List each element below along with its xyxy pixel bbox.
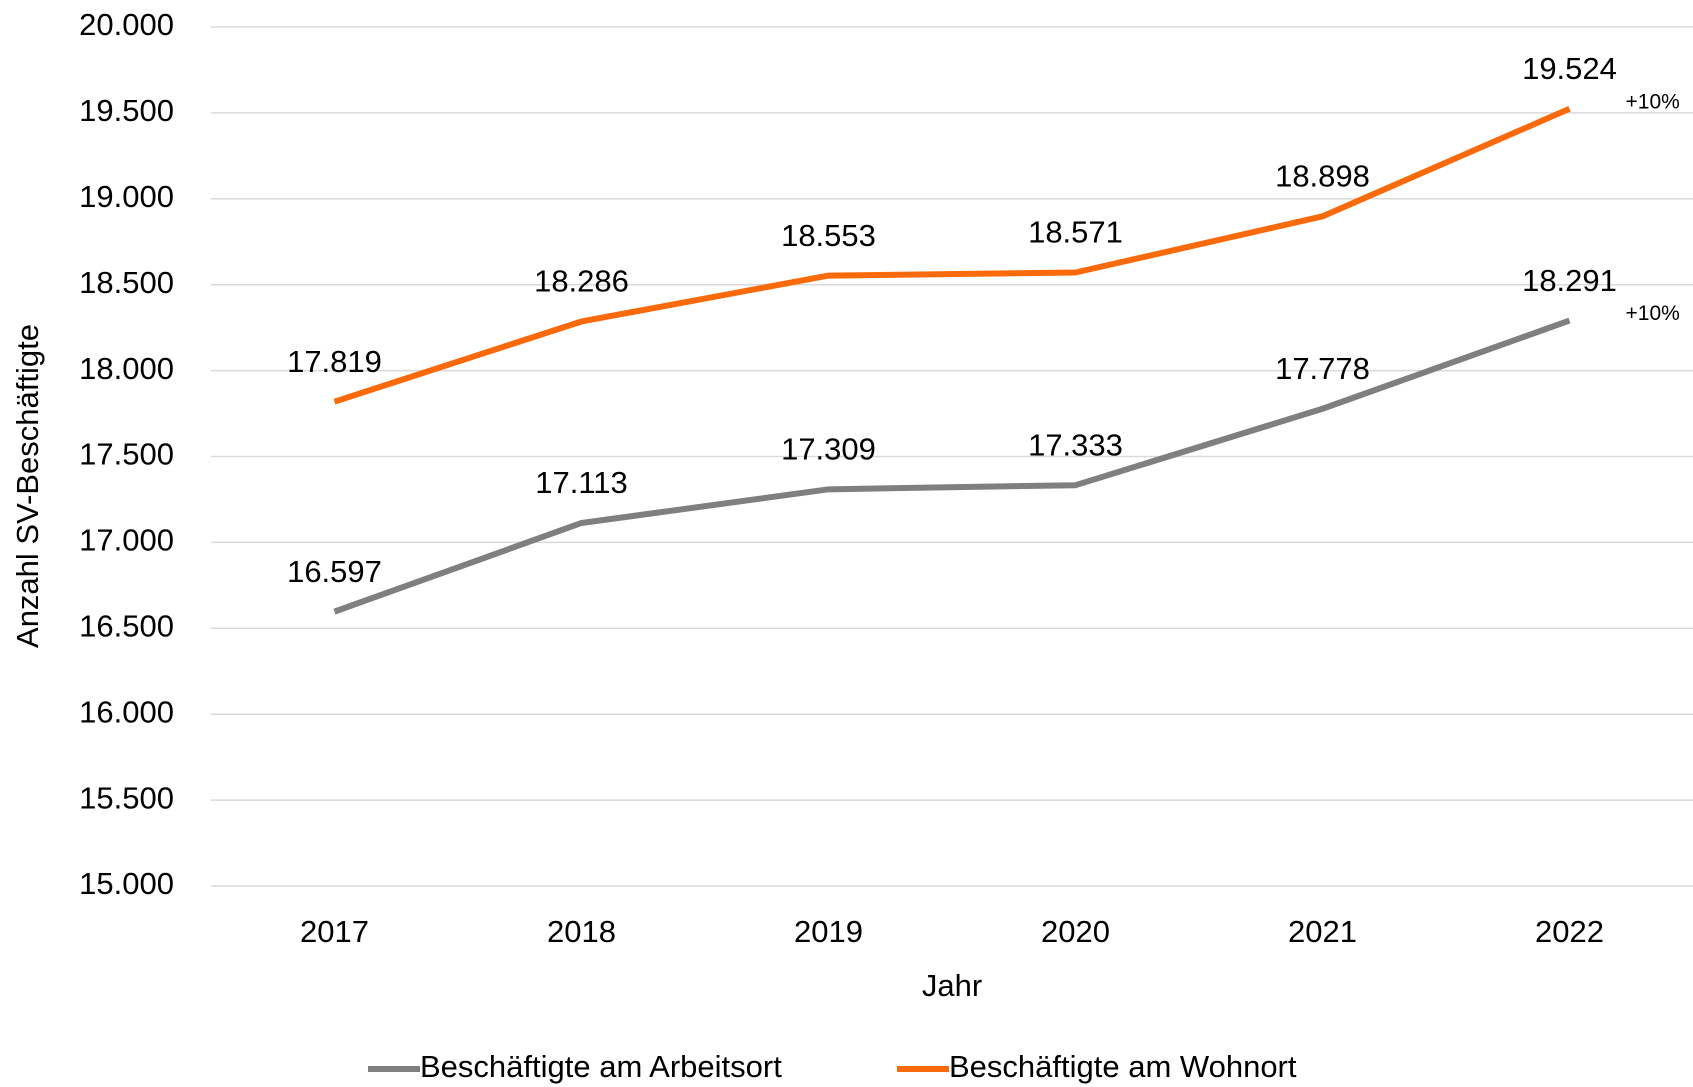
x-tick-label: 2020 (1041, 914, 1110, 949)
y-tick-label: 19.500 (79, 93, 174, 128)
data-label: 18.571 (1028, 215, 1123, 250)
y-tick-label: 18.000 (79, 351, 174, 386)
data-label: 17.819 (287, 344, 382, 379)
change-label: +10% (1626, 302, 1680, 325)
legend-label: Beschäftigte am Wohnort (949, 1049, 1297, 1084)
x-tick-label: 2021 (1288, 914, 1357, 949)
x-tick-label: 2022 (1535, 914, 1604, 949)
x-tick-label: 2018 (547, 914, 616, 949)
change-label: +10% (1626, 90, 1680, 113)
x-tick-label: 2019 (794, 914, 863, 949)
data-label: 17.778 (1275, 351, 1370, 386)
data-label: 18.291 (1522, 263, 1617, 298)
line-series (333, 317, 1571, 615)
data-label: 17.113 (535, 465, 628, 500)
y-tick-label: 16.000 (79, 694, 174, 729)
data-label: 19.524 (1522, 51, 1617, 86)
legend-label: Beschäftigte am Arbeitsort (420, 1049, 782, 1084)
y-tick-label: 16.500 (79, 608, 174, 643)
y-tick-label: 17.500 (79, 437, 174, 472)
y-tick-label: 18.500 (79, 265, 174, 300)
y-tick-label: 15.000 (79, 866, 174, 901)
data-label: 16.597 (287, 554, 382, 589)
data-label: 18.286 (534, 264, 629, 299)
data-label: 18.553 (781, 218, 876, 253)
y-axis-label: Anzahl SV-Beschäftigte (10, 324, 45, 648)
y-tick-label: 20.000 (79, 7, 174, 42)
y-tick-label: 17.000 (79, 523, 174, 558)
data-label: 17.333 (1028, 427, 1123, 462)
x-tick-label: 2017 (300, 914, 369, 949)
y-tick-label: 15.500 (79, 780, 174, 815)
data-label: 17.309 (781, 432, 876, 467)
data-label: 18.898 (1275, 159, 1370, 194)
y-tick-label: 19.000 (79, 179, 174, 214)
x-axis-label: Jahr (922, 968, 982, 1003)
line-series (333, 106, 1571, 405)
